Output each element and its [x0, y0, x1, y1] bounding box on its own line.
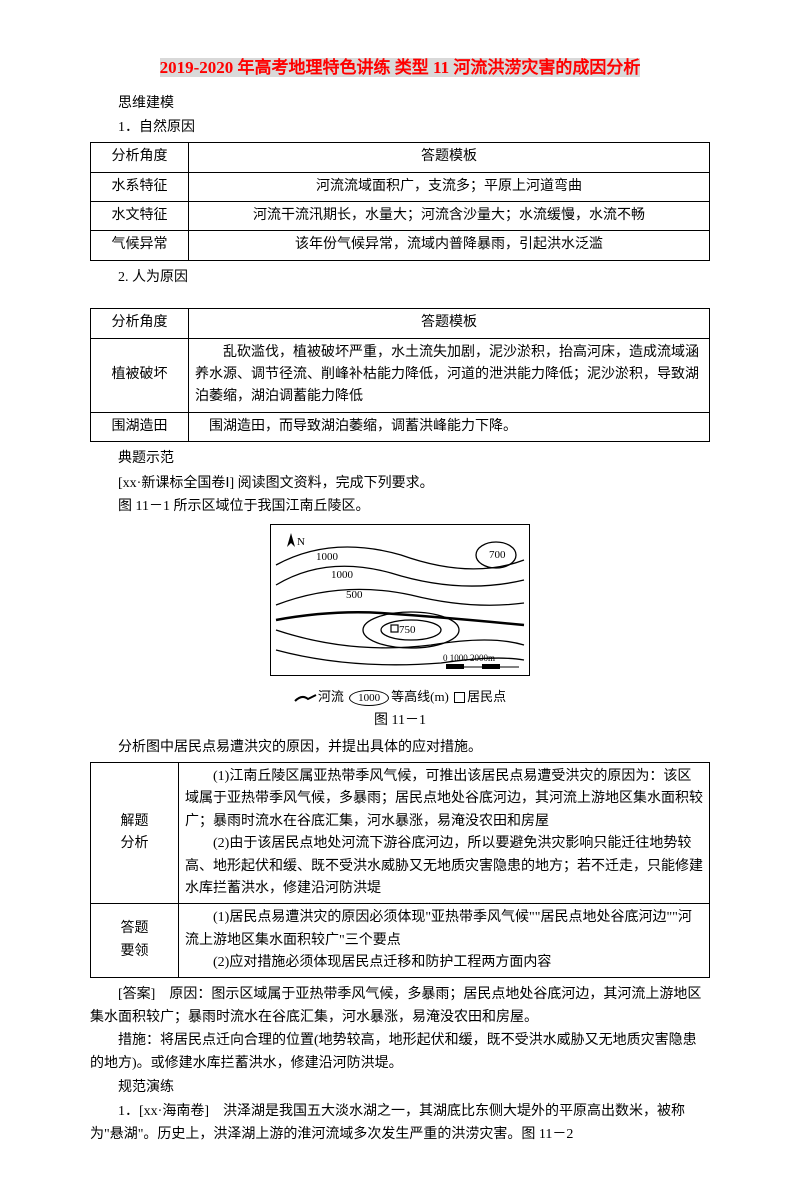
legend-label: 居民点 — [467, 689, 506, 704]
settlement-legend-icon — [454, 692, 465, 703]
title-text: 2019-2020 年高考地理特色讲练 类型 11 河流洪涝灾害的成因分析 — [160, 58, 641, 77]
figure-map: N 1000 1000 700 500 750 — [90, 524, 710, 708]
contour-label: 700 — [489, 549, 506, 561]
contour-line — [276, 590, 524, 606]
subsection-natural-causes: 1．自然原因 — [90, 117, 710, 139]
example-source: [xx·新课标全国卷Ⅰ] 阅读图文资料，完成下列要求。 — [90, 473, 710, 495]
contour-label: 1000 — [331, 569, 354, 581]
legend-label: 等高线(m) — [391, 689, 449, 704]
table-row: 植被破坏 乱砍滥伐，植被破坏严重，水土流失加剧，泥沙淤积，抬高河床，造成流域涵养… — [91, 338, 710, 412]
river-legend-icon — [294, 687, 318, 708]
table-analysis: 解题 分析 (1)江南丘陵区属亚热带季风气候，可推出该居民点易遭受洪灾的原因为：… — [90, 762, 710, 979]
spacer — [90, 291, 710, 305]
table-row: 答题 要领 (1)居民点易遭洪灾的原因必须体现"亚热带季风气候""居民点地处谷底… — [91, 904, 710, 978]
contour-legend-icon: 1000 — [349, 690, 389, 706]
contour-label: 1000 — [316, 551, 339, 563]
practice-question-1: 1．[xx·海南卷] 洪泽湖是我国五大淡水湖之一，其湖底比东侧大堤外的平原高出数… — [90, 1101, 710, 1146]
example-description: 图 11－1 所示区域位于我国江南丘陵区。 — [90, 496, 710, 518]
document-page: 2019-2020 年高考地理特色讲练 类型 11 河流洪涝灾害的成因分析 思维… — [0, 0, 800, 1187]
table-cell: 围湖造田，而导致湖泊萎缩，调蓄洪峰能力下降。 — [189, 412, 710, 441]
table-header-cell: 答题模板 — [189, 309, 710, 338]
table-cell: 解题 分析 — [91, 762, 179, 903]
table-human-causes: 分析角度 答题模板 植被破坏 乱砍滥伐，植被破坏严重，水土流失加剧，泥沙淤积，抬… — [90, 308, 710, 442]
contour-line — [276, 567, 524, 587]
table-cell: 河流干流汛期长，水量大；河流含沙量大；水流缓慢，水流不畅 — [189, 202, 710, 231]
table-cell: 气候异常 — [91, 231, 189, 260]
contour-label: 750 — [399, 624, 416, 636]
section-practice: 规范演练 — [90, 1077, 710, 1099]
table-header-cell: 分析角度 — [91, 309, 189, 338]
north-label: N — [297, 536, 305, 548]
table-cell: 水文特征 — [91, 202, 189, 231]
contour-line — [276, 547, 524, 569]
table-natural-causes: 分析角度 答题模板 水系特征 河流流域面积广，支流多；平原上河道弯曲 水文特征 … — [90, 142, 710, 261]
contour-map-svg: N 1000 1000 700 500 750 — [270, 524, 530, 676]
figure-caption: 图 11－1 — [90, 710, 710, 732]
table-row: 水文特征 河流干流汛期长，水量大；河流含沙量大；水流缓慢，水流不畅 — [91, 202, 710, 231]
table-header-cell: 答题模板 — [189, 143, 710, 172]
settlement-marker-icon — [391, 625, 398, 632]
table-row: 分析角度 答题模板 — [91, 309, 710, 338]
table-row: 围湖造田 围湖造田，而导致湖泊萎缩，调蓄洪峰能力下降。 — [91, 412, 710, 441]
map-legend: 河流 1000等高线(m) 居民点 — [90, 687, 710, 708]
question-text: 分析图中居民点易遭洪灾的原因，并提出具体的应对措施。 — [90, 737, 710, 759]
table-row: 水系特征 河流流域面积广，支流多；平原上河道弯曲 — [91, 172, 710, 201]
answer-measure: 措施：将居民点迁向合理的位置(地势较高，地形起伏和缓，既不受洪水威胁又无地质灾害… — [90, 1030, 710, 1075]
north-arrow-icon: N — [287, 533, 305, 548]
table-cell: (1)居民点易遭洪灾的原因必须体现"亚热带季风气候""居民点地处谷底河边""河流… — [179, 904, 710, 978]
section-example: 典题示范 — [90, 448, 710, 470]
table-cell: 该年份气候异常，流域内普降暴雨，引起洪水泛滥 — [189, 231, 710, 260]
table-cell: 乱砍滥伐，植被破坏严重，水土流失加剧，泥沙淤积，抬高河床，造成流域涵养水源、调节… — [189, 338, 710, 412]
subsection-human-causes: 2. 人为原因 — [90, 267, 710, 289]
contour-label: 500 — [346, 589, 363, 601]
section-thinking-model: 思维建模 — [90, 93, 710, 115]
answer-reason: [答案] 原因：图示区域属于亚热带季风气候，多暴雨；居民点地处谷底河边，其河流上… — [90, 984, 710, 1029]
table-cell: 水系特征 — [91, 172, 189, 201]
table-cell: 围湖造田 — [91, 412, 189, 441]
table-cell: 答题 要领 — [91, 904, 179, 978]
table-header-cell: 分析角度 — [91, 143, 189, 172]
table-row: 解题 分析 (1)江南丘陵区属亚热带季风气候，可推出该居民点易遭受洪灾的原因为：… — [91, 762, 710, 903]
table-cell: 河流流域面积广，支流多；平原上河道弯曲 — [189, 172, 710, 201]
scale-bar: 0 1000 2000m — [443, 653, 519, 669]
document-title: 2019-2020 年高考地理特色讲练 类型 11 河流洪涝灾害的成因分析 — [90, 55, 710, 81]
legend-label: 河流 — [318, 689, 344, 704]
table-row: 气候异常 该年份气候异常，流域内普降暴雨，引起洪水泛滥 — [91, 231, 710, 260]
table-cell: 植被破坏 — [91, 338, 189, 412]
table-cell: (1)江南丘陵区属亚热带季风气候，可推出该居民点易遭受洪灾的原因为：该区域属于亚… — [179, 762, 710, 903]
scale-label: 0 1000 2000m — [443, 653, 495, 663]
table-row: 分析角度 答题模板 — [91, 143, 710, 172]
